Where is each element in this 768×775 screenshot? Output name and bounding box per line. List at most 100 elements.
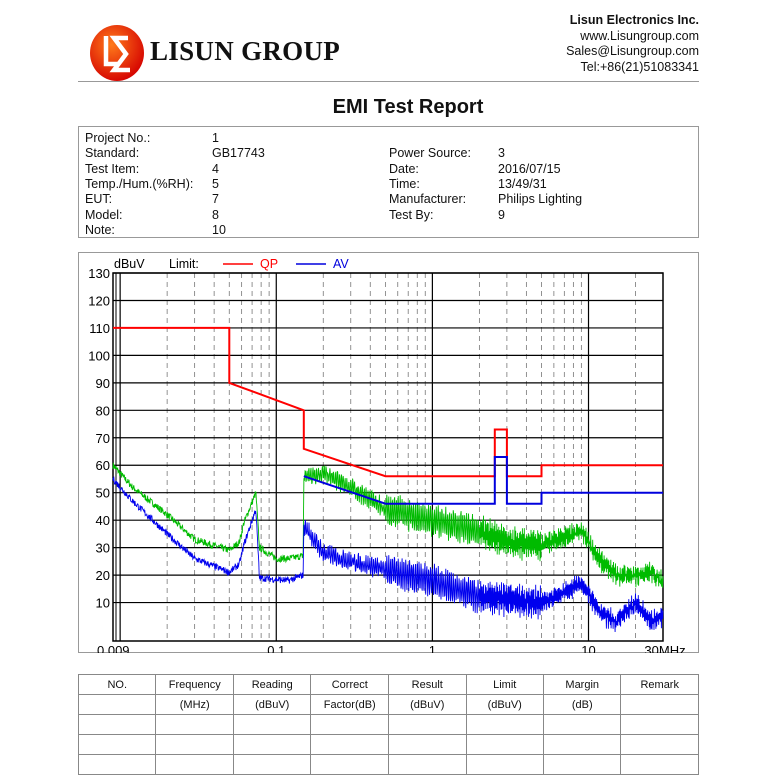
info-value: GB17743 bbox=[212, 146, 265, 161]
column-header: Correct bbox=[310, 674, 390, 695]
telephone: Tel:+86(21)51083341 bbox=[580, 59, 700, 74]
info-value: 5 bbox=[212, 176, 219, 191]
x-tick-label: 0.1 bbox=[267, 643, 285, 653]
column-header: Remark bbox=[620, 674, 699, 695]
y-tick-label: 20 bbox=[96, 568, 110, 583]
peak-trace bbox=[112, 462, 664, 588]
table-cell bbox=[388, 714, 467, 735]
column-header: Reading bbox=[232, 674, 312, 695]
info-label: Manufacturer: bbox=[389, 192, 467, 207]
logo-text: LISUN GROUP bbox=[150, 36, 341, 66]
table-cell bbox=[620, 734, 699, 755]
lisun-logo-icon bbox=[90, 25, 144, 81]
table-cell bbox=[155, 714, 234, 735]
y-tick-label: 80 bbox=[96, 403, 110, 418]
column-header: Result bbox=[388, 674, 467, 695]
table-cell bbox=[77, 714, 157, 735]
column-unit bbox=[77, 694, 157, 715]
legend-title: Limit: bbox=[169, 257, 199, 271]
qp-limit-line bbox=[113, 326, 663, 478]
info-value: 8 bbox=[212, 207, 219, 222]
column-header: Limit bbox=[465, 674, 544, 695]
info-value: 7 bbox=[212, 192, 219, 207]
email: Sales@Lisungroup.com bbox=[566, 44, 699, 58]
table-cell bbox=[155, 754, 234, 775]
info-label: Project No.: bbox=[85, 131, 151, 145]
table-header-row: NO. Frequency Reading Correct Result Limit Mar… bbox=[77, 674, 699, 695]
x-tick-label: 0.009 bbox=[97, 643, 130, 653]
info-value: 2016/07/15 bbox=[498, 161, 561, 176]
info-value: 9 bbox=[498, 207, 505, 222]
info-label: Temp./Hum.(%RH): bbox=[85, 176, 194, 191]
info-value: 1 bbox=[212, 131, 219, 145]
average-trace bbox=[112, 476, 664, 633]
contact-block: Lisun Electronics Inc. www.Lisungroup.co… bbox=[566, 13, 699, 75]
column-header: Frequency bbox=[155, 674, 234, 695]
table-cell bbox=[465, 714, 544, 735]
column-header: NO. bbox=[77, 674, 157, 695]
y-tick-label: 50 bbox=[96, 486, 110, 501]
table-cell bbox=[542, 734, 622, 755]
info-value: 3 bbox=[498, 146, 505, 161]
table-cell bbox=[232, 734, 312, 755]
table-cell bbox=[465, 754, 544, 775]
table-row bbox=[77, 734, 699, 755]
info-value: Philips Lighting bbox=[498, 192, 583, 207]
column-unit: (dB) bbox=[542, 694, 622, 715]
info-label: Test Item: bbox=[85, 161, 140, 176]
table-cell bbox=[620, 714, 699, 735]
x-tick-label: 1 bbox=[429, 643, 436, 653]
info-label: Standard: bbox=[85, 146, 140, 161]
x-tick-label: 30MHz bbox=[644, 643, 685, 653]
table-cell bbox=[77, 734, 157, 755]
table-row bbox=[77, 754, 699, 775]
y-tick-label: 100 bbox=[88, 348, 110, 363]
info-label: EUT: bbox=[85, 192, 113, 207]
y-tick-label: 120 bbox=[88, 293, 110, 308]
legend-av-label: AV bbox=[333, 257, 349, 271]
table-cell bbox=[388, 734, 467, 755]
header-divider bbox=[78, 81, 699, 82]
info-label: Test By: bbox=[389, 207, 434, 222]
y-tick-label: 90 bbox=[96, 376, 110, 391]
y-axis-label: dBuV bbox=[114, 257, 145, 271]
info-label: Date: bbox=[389, 161, 419, 176]
chart-box bbox=[78, 252, 699, 653]
y-tick-label: 30 bbox=[96, 541, 110, 556]
y-tick-label: 70 bbox=[96, 431, 110, 446]
column-unit: (dBuV) bbox=[232, 694, 312, 715]
column-unit: (MHz) bbox=[155, 694, 234, 715]
results-table: NO. Frequency Reading Correct Result Limit Mar… bbox=[77, 674, 699, 775]
table-header-row: (MHz) (dBuV) Factor(dB) (dBuV) (dBuV) (dB) bbox=[77, 694, 699, 715]
company-name: Lisun Electronics Inc. bbox=[569, 13, 699, 27]
table-cell bbox=[77, 754, 157, 775]
table-cell bbox=[465, 734, 544, 755]
info-label: Model: bbox=[85, 207, 123, 222]
y-tick-label: 40 bbox=[96, 513, 110, 528]
table-cell bbox=[155, 734, 234, 755]
table-cell bbox=[388, 754, 467, 775]
table-cell bbox=[310, 734, 390, 755]
x-tick-label: 10 bbox=[581, 643, 595, 653]
legend-qp-label: QP bbox=[260, 257, 278, 271]
column-unit: Factor(dB) bbox=[310, 694, 390, 715]
info-value: 13/49/31 bbox=[498, 176, 547, 191]
info-label: Time: bbox=[389, 176, 420, 191]
column-unit bbox=[620, 694, 699, 715]
y-tick-label: 60 bbox=[96, 458, 110, 473]
table-cell bbox=[620, 754, 699, 775]
y-tick-label: 130 bbox=[88, 266, 110, 281]
info-label: Power Source: bbox=[389, 146, 471, 161]
table-row bbox=[77, 714, 699, 735]
column-unit: (dBuV) bbox=[465, 694, 544, 715]
y-tick-label: 10 bbox=[96, 596, 110, 611]
plot-frame bbox=[112, 272, 664, 642]
column-unit: (dBuV) bbox=[388, 694, 467, 715]
column-header: Margin bbox=[542, 674, 622, 695]
table-cell bbox=[232, 714, 312, 735]
info-box: Project No.: 1 Standard: GB17743 Test Item: 4… bbox=[78, 126, 699, 238]
info-value: 4 bbox=[212, 161, 219, 176]
info-label: Note: bbox=[85, 222, 115, 237]
av-limit-line bbox=[303, 456, 663, 505]
